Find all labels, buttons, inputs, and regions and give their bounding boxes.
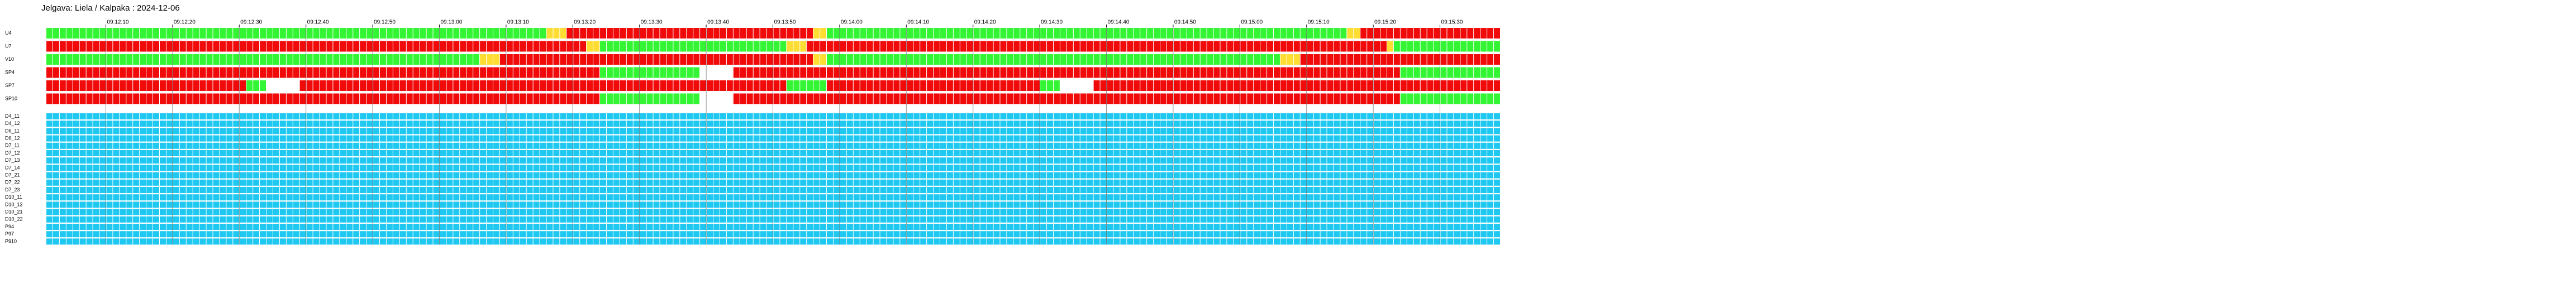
x-tick-label: 09:12:50	[374, 20, 396, 26]
row-label: D7_13	[5, 157, 20, 163]
row-label: D10_12	[5, 201, 23, 207]
x-tick-label: 09:15:10	[1308, 20, 1330, 26]
row-label: D10_21	[5, 209, 23, 214]
row-label: D4_11	[5, 113, 20, 119]
x-tick-label: 09:15:00	[1241, 20, 1263, 26]
x-tick-label: 09:14:20	[974, 20, 996, 26]
row-label: P97	[5, 231, 14, 237]
x-tick-label: 09:13:20	[574, 20, 596, 26]
x-tick-label: 09:13:50	[774, 20, 796, 26]
x-tick-label: 09:14:30	[1041, 20, 1063, 26]
row-label: P910	[5, 238, 17, 244]
x-tick-label: 09:13:10	[507, 20, 529, 26]
row-label: D6_12	[5, 135, 20, 141]
row-label: D7_11	[5, 143, 20, 148]
row-label: D7_14	[5, 165, 20, 170]
row-label: SP4	[5, 69, 15, 75]
row-label: D6_11	[5, 128, 20, 133]
x-tick-label: 09:15:30	[1441, 20, 1463, 26]
row-label: D7_23	[5, 187, 20, 192]
row-label: P94	[5, 224, 14, 229]
row-label: V10	[5, 56, 14, 62]
row-label: D7_22	[5, 180, 20, 185]
x-tick-label: 09:13:00	[440, 20, 462, 26]
row-label: D10_22	[5, 216, 23, 222]
x-tick-label: 09:14:50	[1174, 20, 1196, 26]
x-tick-label: 09:12:30	[240, 20, 262, 26]
x-tick-label: 09:13:40	[707, 20, 729, 26]
x-tick-label: 09:14:10	[907, 20, 929, 26]
x-tick-label: 09:13:30	[641, 20, 663, 26]
x-tick-label: 09:14:40	[1108, 20, 1130, 26]
x-tick-label: 09:15:20	[1374, 20, 1396, 26]
row-label: U7	[5, 43, 12, 49]
row-label: D7_12	[5, 150, 20, 156]
row-label: U4	[5, 30, 12, 36]
row-label: D10_11	[5, 194, 22, 200]
chart-title: Jelgava: Liela / Kalpaka : 2024-12-06	[41, 3, 180, 13]
row-label: SP7	[5, 83, 15, 88]
x-tick-label: 09:14:00	[841, 20, 863, 26]
x-tick-label: 09:12:40	[307, 20, 329, 26]
row-label: SP10	[5, 95, 17, 101]
row-label: D4_12	[5, 121, 20, 126]
row-label: D7_21	[5, 172, 20, 177]
x-tick-label: 09:12:20	[174, 20, 196, 26]
x-tick-label: 09:12:10	[107, 20, 128, 26]
